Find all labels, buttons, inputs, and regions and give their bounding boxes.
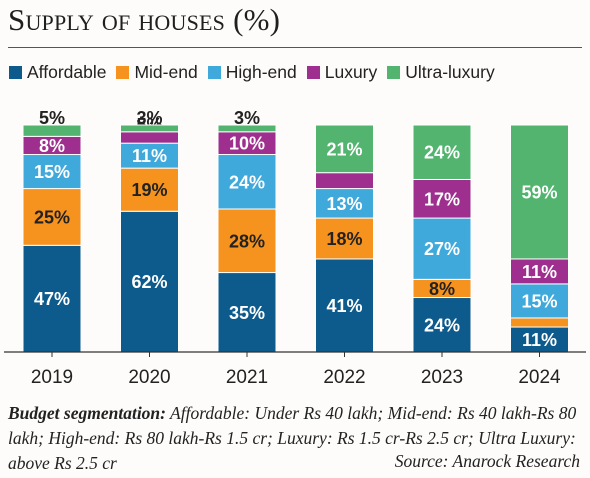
legend-swatch-high-end bbox=[207, 66, 221, 79]
bar-segment-affordable-2024 bbox=[510, 326, 569, 353]
bar-segment-affordable-2019 bbox=[22, 244, 82, 353]
legend-label-mid-end: Mid-end bbox=[134, 62, 198, 82]
data-label-ultra-luxury-2020: 3% bbox=[136, 108, 162, 128]
data-label-mid-end-2020: 19% bbox=[131, 180, 167, 200]
legend-item-luxury: Luxury bbox=[306, 62, 378, 83]
footnote-lead: Budget segmentation: bbox=[8, 403, 166, 423]
data-label-mid-end-2021: 28% bbox=[229, 231, 265, 251]
bar-segment-ultra-luxury-2022 bbox=[315, 124, 374, 174]
data-label-luxury-2021: 10% bbox=[229, 134, 265, 154]
legend-label-luxury: Luxury bbox=[324, 62, 378, 82]
data-label-ultra-luxury-2022: 21% bbox=[326, 139, 362, 159]
bar-segment-ultra-luxury-2021 bbox=[217, 124, 277, 133]
stacked-bar-chart: 47%25%15%8%5%201962%19%11%5%3%202035%28%… bbox=[4, 108, 586, 388]
data-label-affordable-2020: 62% bbox=[131, 272, 167, 292]
data-label-mid-end-2022: 18% bbox=[326, 229, 362, 249]
x-tick-label-2019: 2019 bbox=[31, 367, 73, 388]
x-tick-label-2022: 2022 bbox=[323, 367, 365, 388]
data-label-affordable-2022: 41% bbox=[326, 296, 362, 316]
data-label-high-end-2021: 24% bbox=[229, 172, 265, 192]
legend-swatch-mid-end bbox=[116, 66, 130, 79]
bar-segment-affordable-2022 bbox=[315, 258, 374, 353]
footnote-text: Affordable: Under Rs 40 lakh; Mid-end: R… bbox=[8, 403, 577, 473]
x-tick-label-2021: 2021 bbox=[226, 367, 268, 388]
legend-swatch-ultra-luxury bbox=[387, 66, 401, 79]
bar-segment-ultra-luxury-2024 bbox=[510, 124, 569, 260]
source-note: Source: Anarock Research bbox=[394, 451, 580, 471]
x-tick-label-2023: 2023 bbox=[421, 367, 463, 388]
data-label-mid-end-2023: 8% bbox=[429, 279, 455, 299]
legend: Affordable Mid-end High-end Luxury Ultra… bbox=[9, 62, 586, 83]
chart-title: Supply of houses (%) bbox=[8, 2, 281, 37]
legend-item-mid-end: Mid-end bbox=[116, 62, 198, 83]
bar-segment-mid-end-2021 bbox=[217, 208, 277, 274]
data-label-high-end-2020: 11% bbox=[132, 146, 167, 166]
data-label-affordable-2019: 47% bbox=[34, 289, 70, 309]
bar-segment-ultra-luxury-2023 bbox=[412, 124, 472, 180]
legend-item-affordable: Affordable bbox=[9, 62, 106, 83]
data-label-high-end-2023: 27% bbox=[424, 239, 460, 259]
data-label-ultra-luxury-2024: 59% bbox=[521, 182, 557, 202]
bar-segment-mid-end-2022 bbox=[315, 217, 374, 260]
x-tick-label-2020: 2020 bbox=[128, 367, 170, 388]
bar-segment-high-end-2019 bbox=[22, 154, 82, 190]
legend-label-high-end: High-end bbox=[225, 62, 297, 82]
bar-segment-mid-end-2019 bbox=[22, 188, 82, 246]
bar-segment-affordable-2021 bbox=[217, 272, 277, 353]
data-label-high-end-2022: 13% bbox=[326, 194, 362, 214]
bar-segment-high-end-2020 bbox=[120, 142, 179, 169]
data-label-high-end-2019: 15% bbox=[34, 162, 70, 182]
bar-segment-high-end-2023 bbox=[412, 217, 472, 280]
data-label-affordable-2024: 11% bbox=[522, 330, 557, 350]
data-label-ultra-luxury-2023: 24% bbox=[424, 143, 460, 163]
legend-item-high-end: High-end bbox=[207, 62, 297, 83]
data-label-mid-end-2019: 25% bbox=[34, 207, 70, 227]
footnote: Budget segmentation: Affordable: Under R… bbox=[8, 401, 582, 476]
data-label-high-end-2024: 15% bbox=[521, 291, 557, 311]
data-label-luxury-2019: 8% bbox=[39, 136, 65, 156]
bar-segment-luxury-2024 bbox=[510, 258, 569, 285]
bar-segment-ultra-luxury-2020 bbox=[120, 124, 179, 133]
data-label-ultra-luxury-2021: 3% bbox=[234, 108, 260, 128]
data-label-luxury-2023: 17% bbox=[424, 189, 460, 209]
legend-label-affordable: Affordable bbox=[27, 62, 107, 82]
data-label-affordable-2021: 35% bbox=[229, 303, 265, 323]
data-label-ultra-luxury-2019: 5% bbox=[39, 108, 65, 128]
legend-label-ultra-luxury: Ultra-luxury bbox=[405, 62, 495, 82]
legend-swatch-luxury bbox=[306, 66, 320, 79]
bar-segment-luxury-2023 bbox=[412, 178, 472, 219]
title-rule bbox=[8, 47, 582, 48]
data-label-luxury-2024: 11% bbox=[522, 262, 557, 282]
bar-segment-affordable-2020 bbox=[120, 210, 179, 353]
legend-item-ultra-luxury: Ultra-luxury bbox=[387, 62, 495, 83]
x-tick-label-2024: 2024 bbox=[518, 367, 561, 388]
data-label-affordable-2023: 24% bbox=[424, 315, 460, 335]
bar-segment-ultra-luxury-2019 bbox=[22, 124, 82, 137]
bar-segment-high-end-2024 bbox=[510, 283, 569, 319]
legend-swatch-affordable bbox=[9, 66, 22, 79]
